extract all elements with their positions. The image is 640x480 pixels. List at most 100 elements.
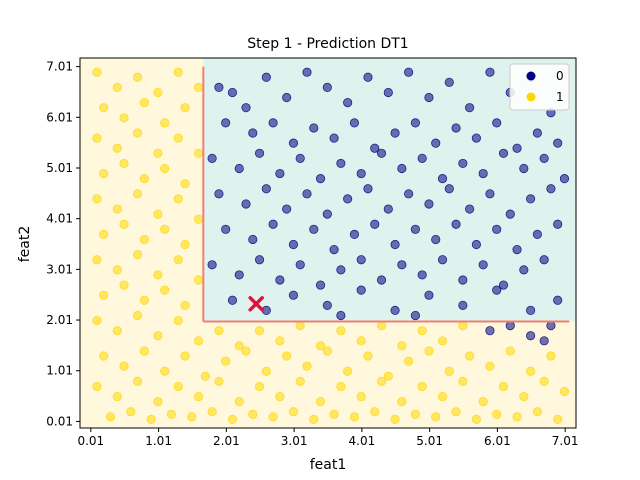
point-class-0 [532,128,542,138]
point-class-0 [424,290,434,300]
point-class-0 [465,103,475,113]
point-class-0 [397,260,407,270]
point-class-1 [153,209,163,219]
x-axis-title: feat1 [310,457,347,473]
point-class-1 [465,351,475,361]
point-class-1 [180,351,190,361]
point-class-0 [532,229,542,239]
point-class-1 [512,412,522,422]
point-class-0 [546,321,556,331]
point-class-0 [383,204,393,214]
point-class-0 [241,199,251,209]
point-class-0 [214,82,224,92]
point-class-0 [254,255,265,265]
point-class-0 [241,103,251,113]
point-class-0 [505,209,515,219]
point-class-1 [193,148,204,158]
point-class-1 [519,391,529,402]
point-class-1 [539,376,549,386]
point-class-0 [282,204,292,214]
point-class-1 [295,321,305,331]
point-class-0 [451,123,461,133]
point-class-1 [139,346,149,356]
y-tick-label: 3.01 [46,262,73,276]
point-class-1 [309,414,319,424]
point-class-0 [221,118,231,128]
point-class-1 [546,351,556,361]
point-class-0 [309,123,319,133]
point-class-1 [471,414,481,424]
point-class-0 [539,336,549,346]
point-class-0 [288,138,299,148]
point-class-0 [546,184,556,194]
point-class-1 [132,310,143,321]
point-class-0 [261,72,271,82]
point-class-1 [505,346,515,356]
point-class-0 [485,67,495,77]
y-tick-label: 0.01 [46,414,73,428]
legend-marker-0 [526,71,536,81]
point-class-0 [227,87,238,98]
legend-label-1: 1 [556,90,564,104]
point-class-0 [336,158,346,169]
point-class-1 [119,280,129,290]
point-class-0 [458,275,468,285]
point-class-1 [254,381,265,392]
point-class-1 [112,82,122,92]
point-class-1 [139,295,149,305]
point-class-1 [275,391,285,402]
point-class-1 [221,356,231,366]
point-class-0 [343,98,353,108]
point-class-1 [390,414,400,424]
point-class-0 [356,255,366,265]
point-class-0 [376,148,387,158]
point-class-0 [526,305,536,316]
point-class-0 [390,128,400,138]
point-class-1 [92,315,102,326]
point-class-1 [180,103,190,113]
point-class-1 [282,351,292,361]
point-class-0 [410,224,421,234]
point-class-0 [519,265,529,275]
point-class-1 [160,118,170,128]
point-class-0 [478,168,488,179]
point-class-1 [173,315,183,326]
point-class-0 [465,204,475,214]
point-class-0 [397,163,407,174]
point-class-1 [173,194,183,204]
y-tick-label: 2.01 [46,313,73,327]
point-class-0 [254,148,265,158]
point-class-1 [424,346,434,356]
point-class-1 [112,143,122,153]
point-class-1 [214,376,224,386]
point-class-0 [207,260,217,270]
point-class-1 [288,407,299,417]
point-class-0 [512,244,522,255]
point-class-1 [119,361,129,371]
point-class-1 [356,391,366,402]
point-class-1 [485,361,495,371]
point-class-1 [336,381,346,392]
point-class-0 [295,153,305,163]
point-class-1 [370,407,380,417]
point-class-1 [160,163,170,174]
point-class-1 [105,412,116,422]
point-class-1 [526,366,536,376]
point-class-1 [200,371,210,381]
point-class-1 [173,67,183,77]
point-class-1 [241,346,251,356]
point-class-0 [349,118,360,128]
point-class-0 [322,300,332,310]
point-class-1 [404,356,414,366]
point-class-0 [424,199,434,209]
point-class-0 [227,295,238,305]
point-class-0 [322,209,332,219]
point-class-0 [390,239,400,250]
point-class-1 [397,341,407,351]
point-class-1 [99,290,109,300]
point-class-0 [404,67,414,77]
point-class-1 [437,336,448,346]
point-class-1 [295,376,305,386]
point-class-0 [471,133,481,143]
point-class-1 [553,414,563,424]
